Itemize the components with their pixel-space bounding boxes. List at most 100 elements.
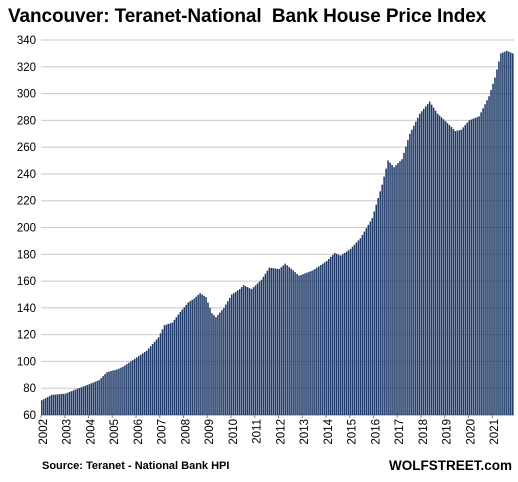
bar [426,104,429,416]
bar [90,383,93,415]
bar [44,398,47,416]
bar [306,272,308,415]
bar [193,298,195,415]
bar [223,307,225,415]
bar [203,295,205,415]
bar [405,146,407,415]
bar [454,131,457,415]
bar [401,159,403,415]
bar [512,53,514,415]
bar [312,270,314,415]
bar [153,341,156,415]
x-tick-label: 2007 [157,419,169,445]
bar [369,221,372,415]
bar [482,108,484,416]
bar [130,361,132,415]
y-tick-label: 200 [17,223,36,235]
bar [256,283,259,415]
bar [381,184,383,415]
bar [462,127,465,415]
bar [234,291,237,415]
bar [458,130,461,415]
bar [122,366,124,415]
bar [177,314,180,415]
bar [197,294,199,415]
bar [205,297,207,415]
bar [46,397,49,415]
bars [41,50,514,416]
bar [308,271,310,415]
bar [409,133,411,415]
bar [173,319,176,415]
bar [84,385,87,415]
bar [151,344,154,415]
bar [351,246,354,415]
y-tick-label: 60 [23,410,36,422]
bar [266,270,269,415]
bar [391,165,393,415]
bar [325,260,328,415]
bar [207,302,209,415]
bar [52,394,55,415]
bar [274,268,277,415]
bar [104,374,106,415]
x-tick-label: 2020 [466,419,478,445]
y-tick-label: 320 [17,62,36,74]
bar [219,312,221,415]
bar [86,384,89,415]
bar [272,268,275,415]
bar [238,289,241,415]
bar [500,53,502,415]
chart-title: Vancouver: Teranet-National Bank House P… [8,6,487,27]
bar [88,384,91,415]
bar [42,399,45,415]
bar [434,110,437,416]
x-tick-label: 2011 [252,419,264,444]
bar [472,118,474,415]
bar [460,129,463,416]
bar [339,255,342,416]
bar [478,116,480,415]
bar [490,90,492,415]
x-tick-label: 2019 [442,419,454,445]
bar [284,263,286,415]
bar [399,161,401,415]
bar [70,391,73,415]
bar [383,176,385,415]
bar [341,254,344,415]
bar [288,267,290,415]
bar [155,339,158,415]
bar [262,276,265,415]
bar [322,263,324,415]
bar [486,100,488,416]
x-tick-label: 2005 [109,419,121,445]
bar [165,324,168,415]
bar [128,362,130,415]
bar [389,162,391,415]
bar [355,242,358,415]
bar [343,252,346,415]
bar [185,304,188,415]
bar [147,348,150,415]
bar [179,311,182,416]
bar [64,393,67,415]
bar [68,391,71,415]
bar [417,117,419,416]
bar [248,288,251,415]
bar [464,125,467,415]
bar [361,234,364,415]
x-tick-label: 2015 [347,419,359,445]
x-tick-label: 2004 [86,418,98,444]
x-tick-label: 2008 [181,419,193,445]
bar [108,371,110,415]
bar [504,51,506,416]
bar [424,106,427,416]
bar [41,400,43,415]
bar [250,289,253,415]
bar [442,119,445,415]
bar [66,392,69,415]
bar [302,274,304,415]
bar [480,112,482,415]
x-tick-label: 2003 [62,419,74,445]
bar [430,104,433,416]
